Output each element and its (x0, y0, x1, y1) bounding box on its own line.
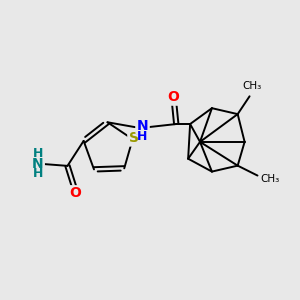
Text: S: S (129, 131, 139, 145)
Text: H: H (137, 130, 147, 142)
Text: N: N (137, 119, 148, 133)
Text: CH₃: CH₃ (242, 81, 261, 91)
Text: N: N (32, 157, 44, 171)
Text: H: H (33, 167, 43, 180)
Text: H: H (33, 148, 43, 160)
Text: CH₃: CH₃ (260, 173, 280, 184)
Text: O: O (167, 90, 179, 104)
Text: O: O (70, 187, 82, 200)
